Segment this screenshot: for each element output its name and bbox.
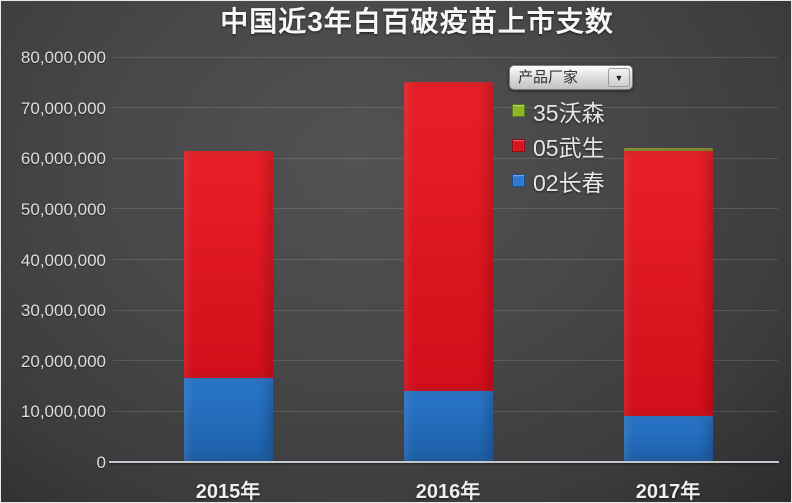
x-axis-tick-label: 2015年 <box>195 481 261 503</box>
series-filter-label: 产品厂家 <box>518 69 579 86</box>
x-axis-tick-label: 2016年 <box>415 481 481 503</box>
legend-swatch-icon <box>512 139 525 152</box>
bar-segment-05武生-2015年 <box>183 150 273 379</box>
y-axis-tick-label: 30,000,000 <box>20 301 106 321</box>
y-axis-tick-label: 60,000,000 <box>20 149 106 169</box>
chart-title: 中国近3年白百破疫苗上市支数 <box>220 6 614 37</box>
x-axis-line <box>109 461 779 463</box>
y-axis-tick-label: 40,000,000 <box>20 250 106 270</box>
legend-item-label: 05武生 <box>533 134 605 161</box>
bar-segment-05武生-2016年 <box>403 82 493 392</box>
legend-swatch-icon <box>512 104 525 117</box>
chevron-down-icon[interactable]: ▼ <box>608 68 630 87</box>
y-axis-tick-label: 80,000,000 <box>20 48 106 67</box>
bar-segment-05武生-2017年 <box>623 150 713 417</box>
legend: 35沃森 05武生 02长春 <box>512 93 605 198</box>
series-filter-dropdown[interactable]: 产品厂家 ▼ <box>509 65 633 90</box>
legend-item-label: 35沃森 <box>533 99 605 126</box>
bar-segment-02长春-2016年 <box>403 391 493 462</box>
legend-swatch-icon <box>512 174 525 187</box>
legend-item: 02长春 <box>512 163 605 198</box>
y-axis-tick-label: 50,000,000 <box>20 199 106 219</box>
y-axis-tick-label: 10,000,000 <box>20 402 106 422</box>
legend-item: 35沃森 <box>512 93 605 128</box>
gridline <box>113 56 778 58</box>
y-axis-tick-label: 0 <box>96 453 106 472</box>
legend-item-label: 02长春 <box>533 169 605 196</box>
y-axis-tick-label: 70,000,000 <box>20 98 106 118</box>
x-axis-tick-label: 2017年 <box>635 481 701 503</box>
y-axis-tick-label: 20,000,000 <box>20 351 106 371</box>
bar-segment-02长春-2017年 <box>623 416 713 462</box>
legend-item: 05武生 <box>512 128 605 163</box>
bar-segment-35沃森-2017年 <box>623 148 713 151</box>
bar-segment-02长春-2015年 <box>183 378 273 462</box>
